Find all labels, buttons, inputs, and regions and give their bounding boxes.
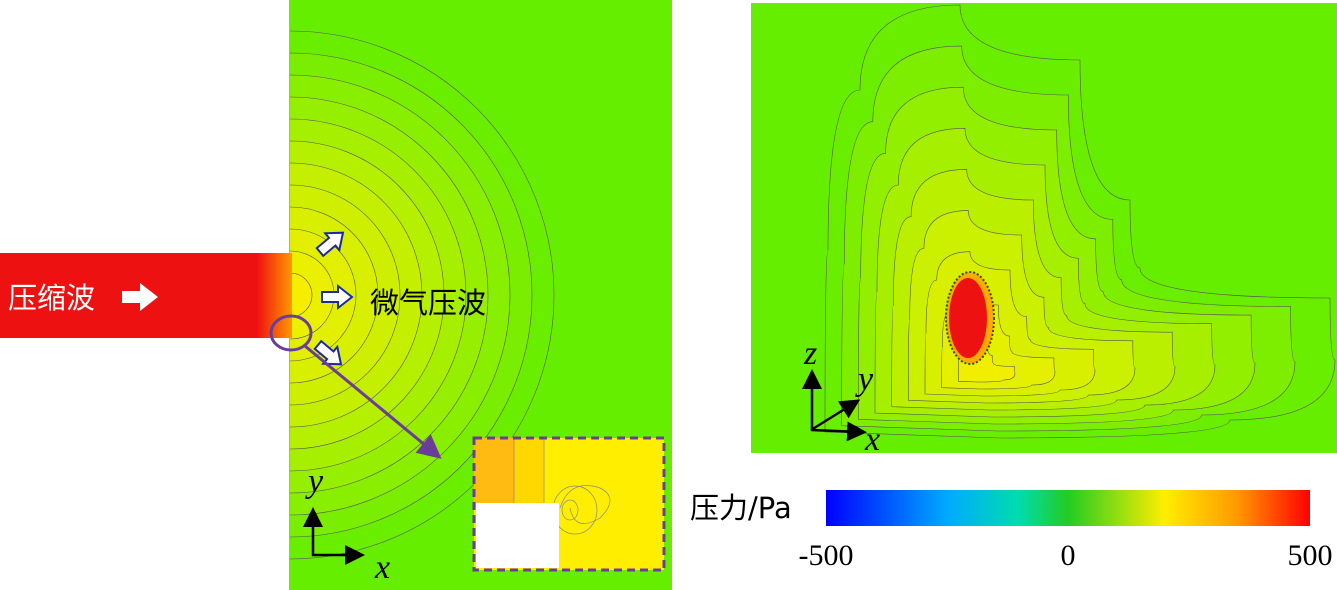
zoom-line	[304, 344, 442, 459]
axis-label-z: z	[803, 335, 817, 372]
left-axes	[303, 507, 365, 565]
axis-label-y: y	[855, 361, 874, 398]
colorbar-label: 压力/Pa	[690, 491, 792, 525]
left-contours	[290, 30, 555, 560]
wave-arrows	[313, 231, 354, 366]
axis-label-x: x	[374, 549, 390, 586]
hot-core	[949, 278, 987, 358]
colorbar-tick-label: 0	[1061, 539, 1076, 572]
inset	[472, 436, 666, 572]
contour	[290, 272, 313, 318]
wave-label: 压缩波	[8, 281, 95, 315]
micro-wave-label: 微气压波	[370, 286, 486, 320]
colorbar-tick-label: 500	[1288, 539, 1333, 572]
colorbar	[826, 490, 1310, 526]
axis-label-x: x	[864, 421, 880, 458]
colorbar-tick-label: -500	[799, 539, 854, 572]
zoom-circle	[269, 314, 313, 352]
hot-edge	[945, 271, 995, 365]
right-axes	[802, 369, 867, 442]
white-arrow	[122, 283, 158, 311]
axis-label-y: y	[305, 463, 324, 500]
